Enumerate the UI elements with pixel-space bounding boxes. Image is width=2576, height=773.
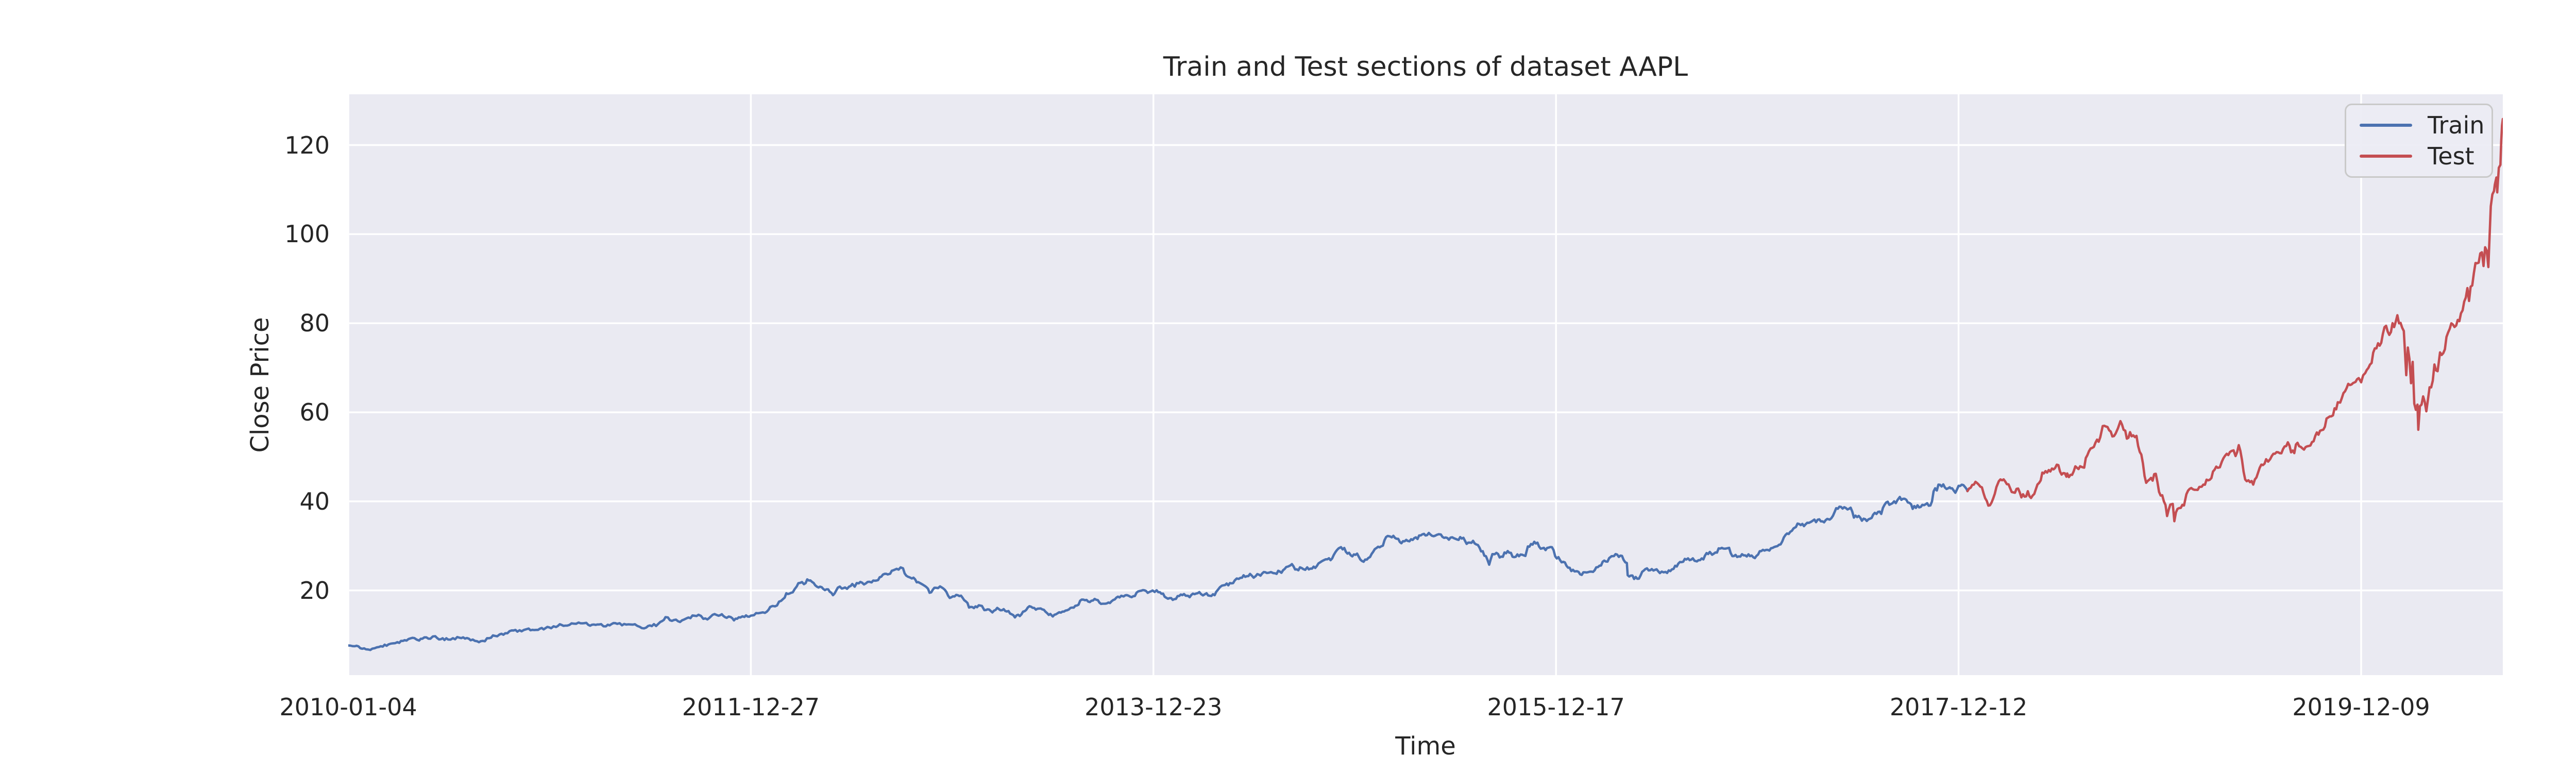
test-line-sample-icon bbox=[2360, 155, 2412, 158]
legend-item-test: Test bbox=[2360, 142, 2492, 171]
legend-item-train: Train bbox=[2360, 111, 2492, 140]
test-series-line bbox=[1966, 117, 2503, 523]
x-tick-label: 2011-12-27 bbox=[682, 693, 820, 721]
y-tick-label: 120 bbox=[284, 131, 330, 159]
y-tick-label: 100 bbox=[284, 220, 330, 248]
y-tick-label: 20 bbox=[299, 576, 330, 604]
x-axis-label: Time bbox=[1395, 732, 1456, 761]
legend-label-test: Test bbox=[2428, 142, 2475, 171]
x-tick-label: 2013-12-23 bbox=[1084, 693, 1223, 721]
chart-canvas bbox=[348, 94, 2503, 675]
legend-label-train: Train bbox=[2428, 111, 2485, 139]
x-tick-label: 2010-01-04 bbox=[279, 693, 417, 721]
x-tick-label: 2015-12-17 bbox=[1487, 693, 1625, 721]
plot-area: Train Test bbox=[348, 94, 2503, 675]
y-tick-label: 80 bbox=[299, 309, 330, 338]
train-line-sample-icon bbox=[2360, 123, 2412, 127]
x-tick-label: 2017-12-12 bbox=[1889, 693, 2028, 721]
x-tick-label: 2019-12-09 bbox=[2292, 693, 2430, 721]
train-series-line bbox=[348, 483, 1969, 651]
y-tick-label: 40 bbox=[299, 487, 330, 515]
y-axis-label: Close Price bbox=[246, 317, 275, 453]
legend: Train Test bbox=[2345, 104, 2493, 178]
y-tick-label: 60 bbox=[299, 398, 330, 427]
chart-title: Train and Test sections of dataset AAPL bbox=[1163, 52, 1688, 82]
